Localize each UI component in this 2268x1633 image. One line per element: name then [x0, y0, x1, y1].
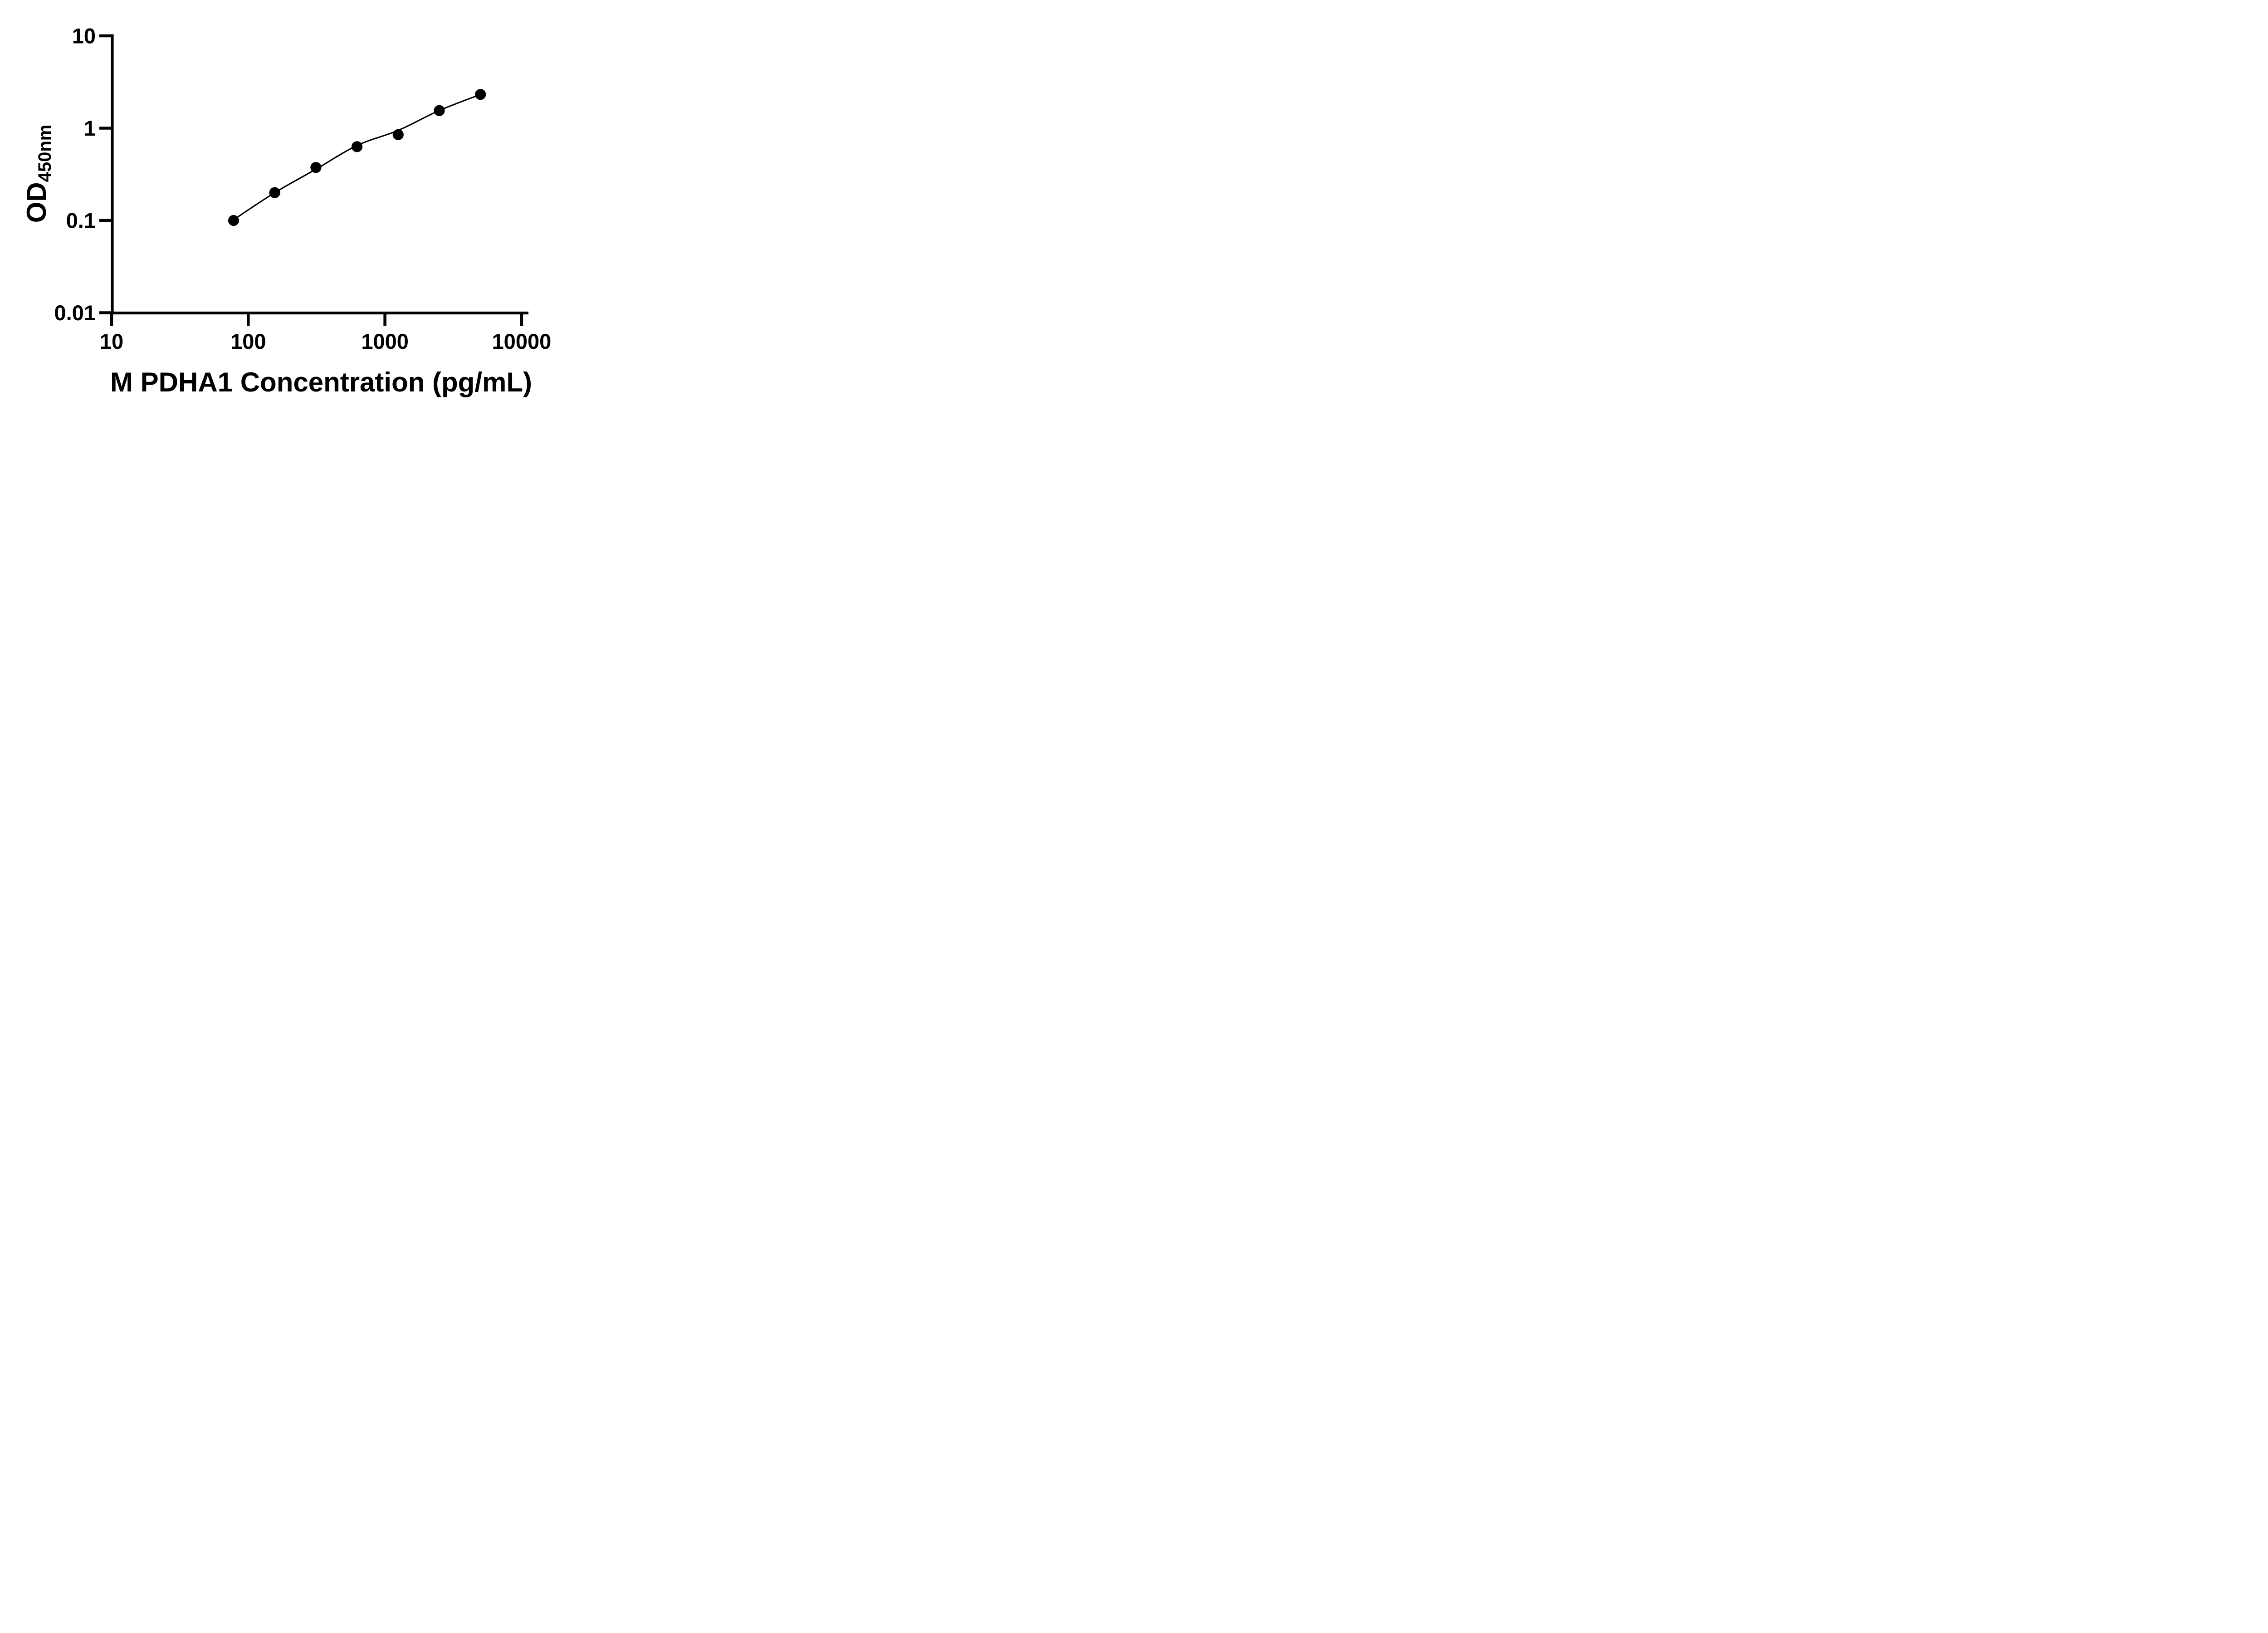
- plot-area: 10 100 1000 10000 10 1 0.1 0.01: [54, 24, 552, 354]
- y-axis-title-subscript: 450nm: [35, 124, 55, 182]
- y-tick-label: 0.01: [54, 301, 96, 325]
- x-axis-title: M PDHA1 Concentration (pg/mL): [110, 367, 532, 397]
- data-point-marker: [351, 141, 363, 152]
- y-tick-label: 0.1: [66, 209, 96, 233]
- x-tick-label: 10000: [492, 329, 552, 353]
- data-point-marker: [392, 129, 404, 140]
- x-tick-label: 1000: [361, 329, 409, 353]
- data-point-marker: [434, 105, 445, 116]
- y-tick-label: 1: [84, 116, 96, 140]
- y-tick-label: 10: [72, 24, 96, 48]
- chart-canvas: 10 100 1000 10000 10 1 0.1 0.01 M PDHA1 Concent…: [0, 0, 583, 408]
- data-point-marker: [310, 162, 322, 173]
- x-tick-label: 10: [100, 329, 123, 353]
- data-point-marker: [228, 215, 240, 226]
- y-axis-title-main: OD: [21, 182, 52, 223]
- data-point-marker: [475, 89, 486, 100]
- x-tick-label: 100: [230, 329, 266, 353]
- data-point-marker: [269, 187, 280, 198]
- y-axis-title: OD450nm: [21, 125, 55, 223]
